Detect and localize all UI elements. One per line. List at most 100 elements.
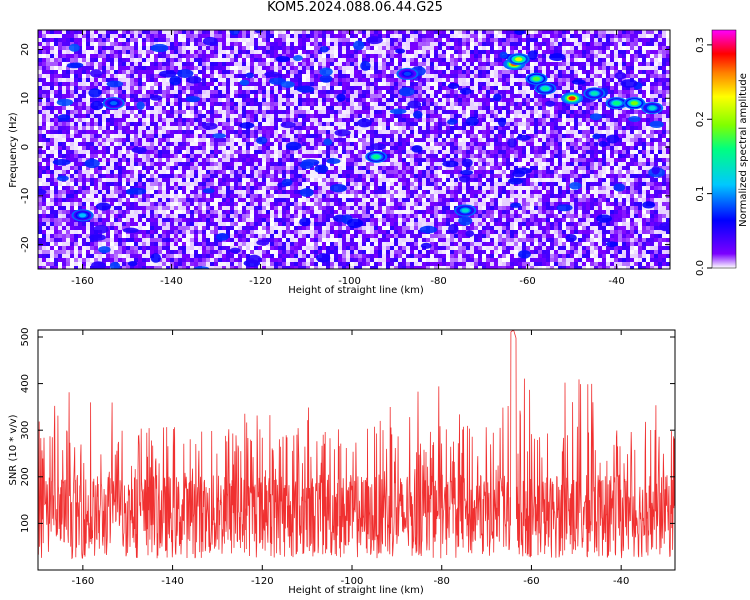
heatmap-cell (46, 78, 50, 82)
heatmap-cell (310, 54, 314, 58)
heatmap-cell (534, 98, 538, 102)
heatmap-cell (154, 74, 158, 78)
heatmap-cell (142, 98, 146, 102)
heatmap-cell (558, 34, 562, 38)
heatmap-cell (470, 110, 474, 114)
heatmap-cell (86, 74, 90, 78)
heatmap-cell (170, 134, 174, 138)
heatmap-cell (226, 94, 230, 98)
heatmap-cell (550, 142, 554, 146)
heatmap-cell (638, 94, 642, 98)
heatmap-cell (370, 138, 374, 142)
heatmap-cell (198, 98, 202, 102)
heatmap-cell (66, 66, 70, 70)
heatmap-cell (554, 34, 558, 38)
heatmap-cell (586, 58, 590, 62)
heatmap-cell (466, 30, 470, 34)
heatmap-cell (266, 50, 270, 54)
heatmap-cell (166, 90, 170, 94)
heatmap-cell (230, 86, 234, 90)
heatmap-cell (74, 82, 78, 86)
heatmap-cell (414, 30, 418, 34)
heatmap-cell (234, 46, 238, 50)
heatmap-cell (62, 58, 66, 62)
heatmap-cell (522, 110, 526, 114)
heatmap-cell (230, 122, 234, 126)
heatmap-cell (386, 102, 390, 106)
heatmap-cell (178, 62, 182, 66)
heatmap-cell (234, 130, 238, 134)
heatmap-cell (138, 78, 142, 82)
heatmap-cell (106, 38, 110, 42)
heatmap-cell (590, 30, 594, 34)
heatmap-cell (306, 114, 310, 118)
heatmap-cell (194, 82, 198, 86)
heatmap-cell (350, 62, 354, 66)
heatmap-cell (170, 86, 174, 90)
heatmap-cell (406, 34, 410, 38)
heatmap-cell (350, 114, 354, 118)
heatmap-cell (522, 150, 526, 154)
heatmap-cell (290, 134, 294, 138)
heatmap-cell (86, 38, 90, 42)
heatmap-cell (298, 70, 302, 74)
heatmap-cell (318, 126, 322, 130)
heatmap-cell (222, 106, 226, 110)
heatmap-cell (66, 154, 70, 158)
heatmap-cell (230, 110, 234, 114)
heatmap-cell (346, 146, 350, 150)
heatmap-cell (662, 42, 666, 46)
heatmap-cell (578, 130, 582, 134)
heatmap-cell (290, 50, 294, 54)
heatmap-cell (202, 70, 206, 74)
heatmap-cell (318, 94, 322, 98)
heatmap-cell (150, 38, 154, 42)
heatmap-cell (138, 130, 142, 134)
heatmap-cell (438, 150, 442, 154)
heatmap-cell (606, 86, 610, 90)
heatmap-cell (194, 46, 198, 50)
heatmap-cell (326, 118, 330, 122)
heatmap-cell (514, 74, 518, 78)
heatmap-cell (482, 138, 486, 142)
heatmap-cell (214, 114, 218, 118)
heatmap-cell (198, 62, 202, 66)
heatmap-cell (470, 58, 474, 62)
heatmap-cell (334, 126, 338, 130)
heatmap-cell (238, 106, 242, 110)
heatmap-cell (230, 46, 234, 50)
heatmap-cell (38, 70, 42, 74)
heatmap-cell (314, 110, 318, 114)
heatmap-cell (538, 118, 542, 122)
heatmap-cell (558, 66, 562, 70)
heatmap-cell (426, 58, 430, 62)
heatmap-cell (178, 106, 182, 110)
heatmap-cell (246, 30, 250, 34)
heatmap-cell (382, 134, 386, 138)
heatmap-cell (46, 114, 50, 118)
heatmap-cell (630, 146, 634, 150)
heatmap-cell (202, 78, 206, 82)
heatmap-cell (58, 146, 62, 150)
heatmap-cell (290, 74, 294, 78)
heatmap-cell (66, 42, 70, 46)
heatmap-cell (142, 38, 146, 42)
heatmap-cell (102, 66, 106, 70)
heatmap-cell (54, 98, 58, 102)
heatmap-cell (38, 106, 42, 110)
heatmap-cell (238, 90, 242, 94)
heatmap-cell (262, 126, 266, 130)
heatmap-cell (334, 74, 338, 78)
heatmap-cell (78, 146, 82, 150)
heatmap-cell (90, 50, 94, 54)
heatmap-cell (362, 78, 366, 82)
heatmap-cell (158, 34, 162, 38)
heatmap-cell (554, 94, 558, 98)
heatmap-cell (282, 106, 286, 110)
heatmap-cell (570, 130, 574, 134)
heatmap-cell (82, 98, 86, 102)
heatmap-cell (154, 62, 158, 66)
heatmap-cell (242, 114, 246, 118)
heatmap-cell (650, 74, 654, 78)
heatmap-cell (306, 58, 310, 62)
